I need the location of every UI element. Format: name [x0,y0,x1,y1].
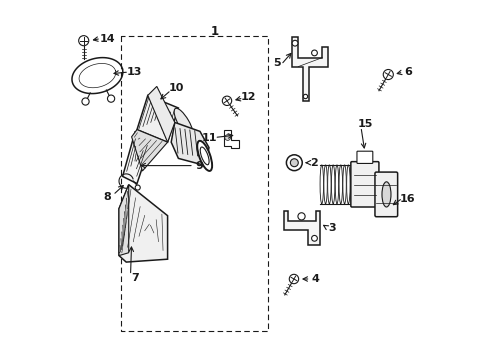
Circle shape [383,69,393,80]
Ellipse shape [382,182,391,207]
Ellipse shape [343,165,346,204]
Ellipse shape [339,165,343,204]
Text: 3: 3 [328,222,336,233]
Text: 16: 16 [400,194,416,204]
Polygon shape [132,130,168,171]
Ellipse shape [331,165,335,204]
Text: 2: 2 [311,158,319,168]
Polygon shape [119,185,168,262]
Text: 10: 10 [169,83,184,93]
Circle shape [312,235,318,241]
Polygon shape [224,130,239,148]
Text: 11: 11 [201,132,217,143]
Polygon shape [171,122,209,166]
Text: 8: 8 [103,192,111,202]
Ellipse shape [320,165,323,204]
Polygon shape [119,185,129,256]
Polygon shape [292,37,328,101]
FancyBboxPatch shape [351,162,379,207]
Circle shape [303,94,308,99]
Circle shape [79,36,89,46]
Text: 12: 12 [241,92,256,102]
Polygon shape [137,95,178,142]
Circle shape [292,40,298,46]
Circle shape [298,213,305,220]
Ellipse shape [328,165,331,204]
Circle shape [225,135,231,140]
Ellipse shape [324,165,327,204]
Text: 1: 1 [210,25,219,38]
Text: 6: 6 [405,67,413,77]
Text: 15: 15 [358,119,373,129]
Ellipse shape [350,165,354,204]
Polygon shape [148,86,175,142]
Text: 13: 13 [127,67,142,77]
Circle shape [107,95,115,102]
Ellipse shape [346,165,350,204]
FancyBboxPatch shape [357,151,373,163]
Circle shape [291,159,298,167]
Circle shape [135,185,140,190]
Circle shape [289,274,298,284]
Text: 4: 4 [312,274,319,284]
Polygon shape [122,131,151,184]
Circle shape [312,50,318,56]
Polygon shape [284,211,320,245]
Ellipse shape [197,141,212,171]
Circle shape [82,98,89,105]
Circle shape [222,96,232,105]
Ellipse shape [335,165,339,204]
Text: 7: 7 [132,273,140,283]
Ellipse shape [174,108,194,138]
Text: 5: 5 [273,58,280,68]
Circle shape [286,155,302,171]
Text: 9: 9 [195,161,203,171]
FancyBboxPatch shape [375,172,398,217]
Text: 14: 14 [99,33,115,44]
